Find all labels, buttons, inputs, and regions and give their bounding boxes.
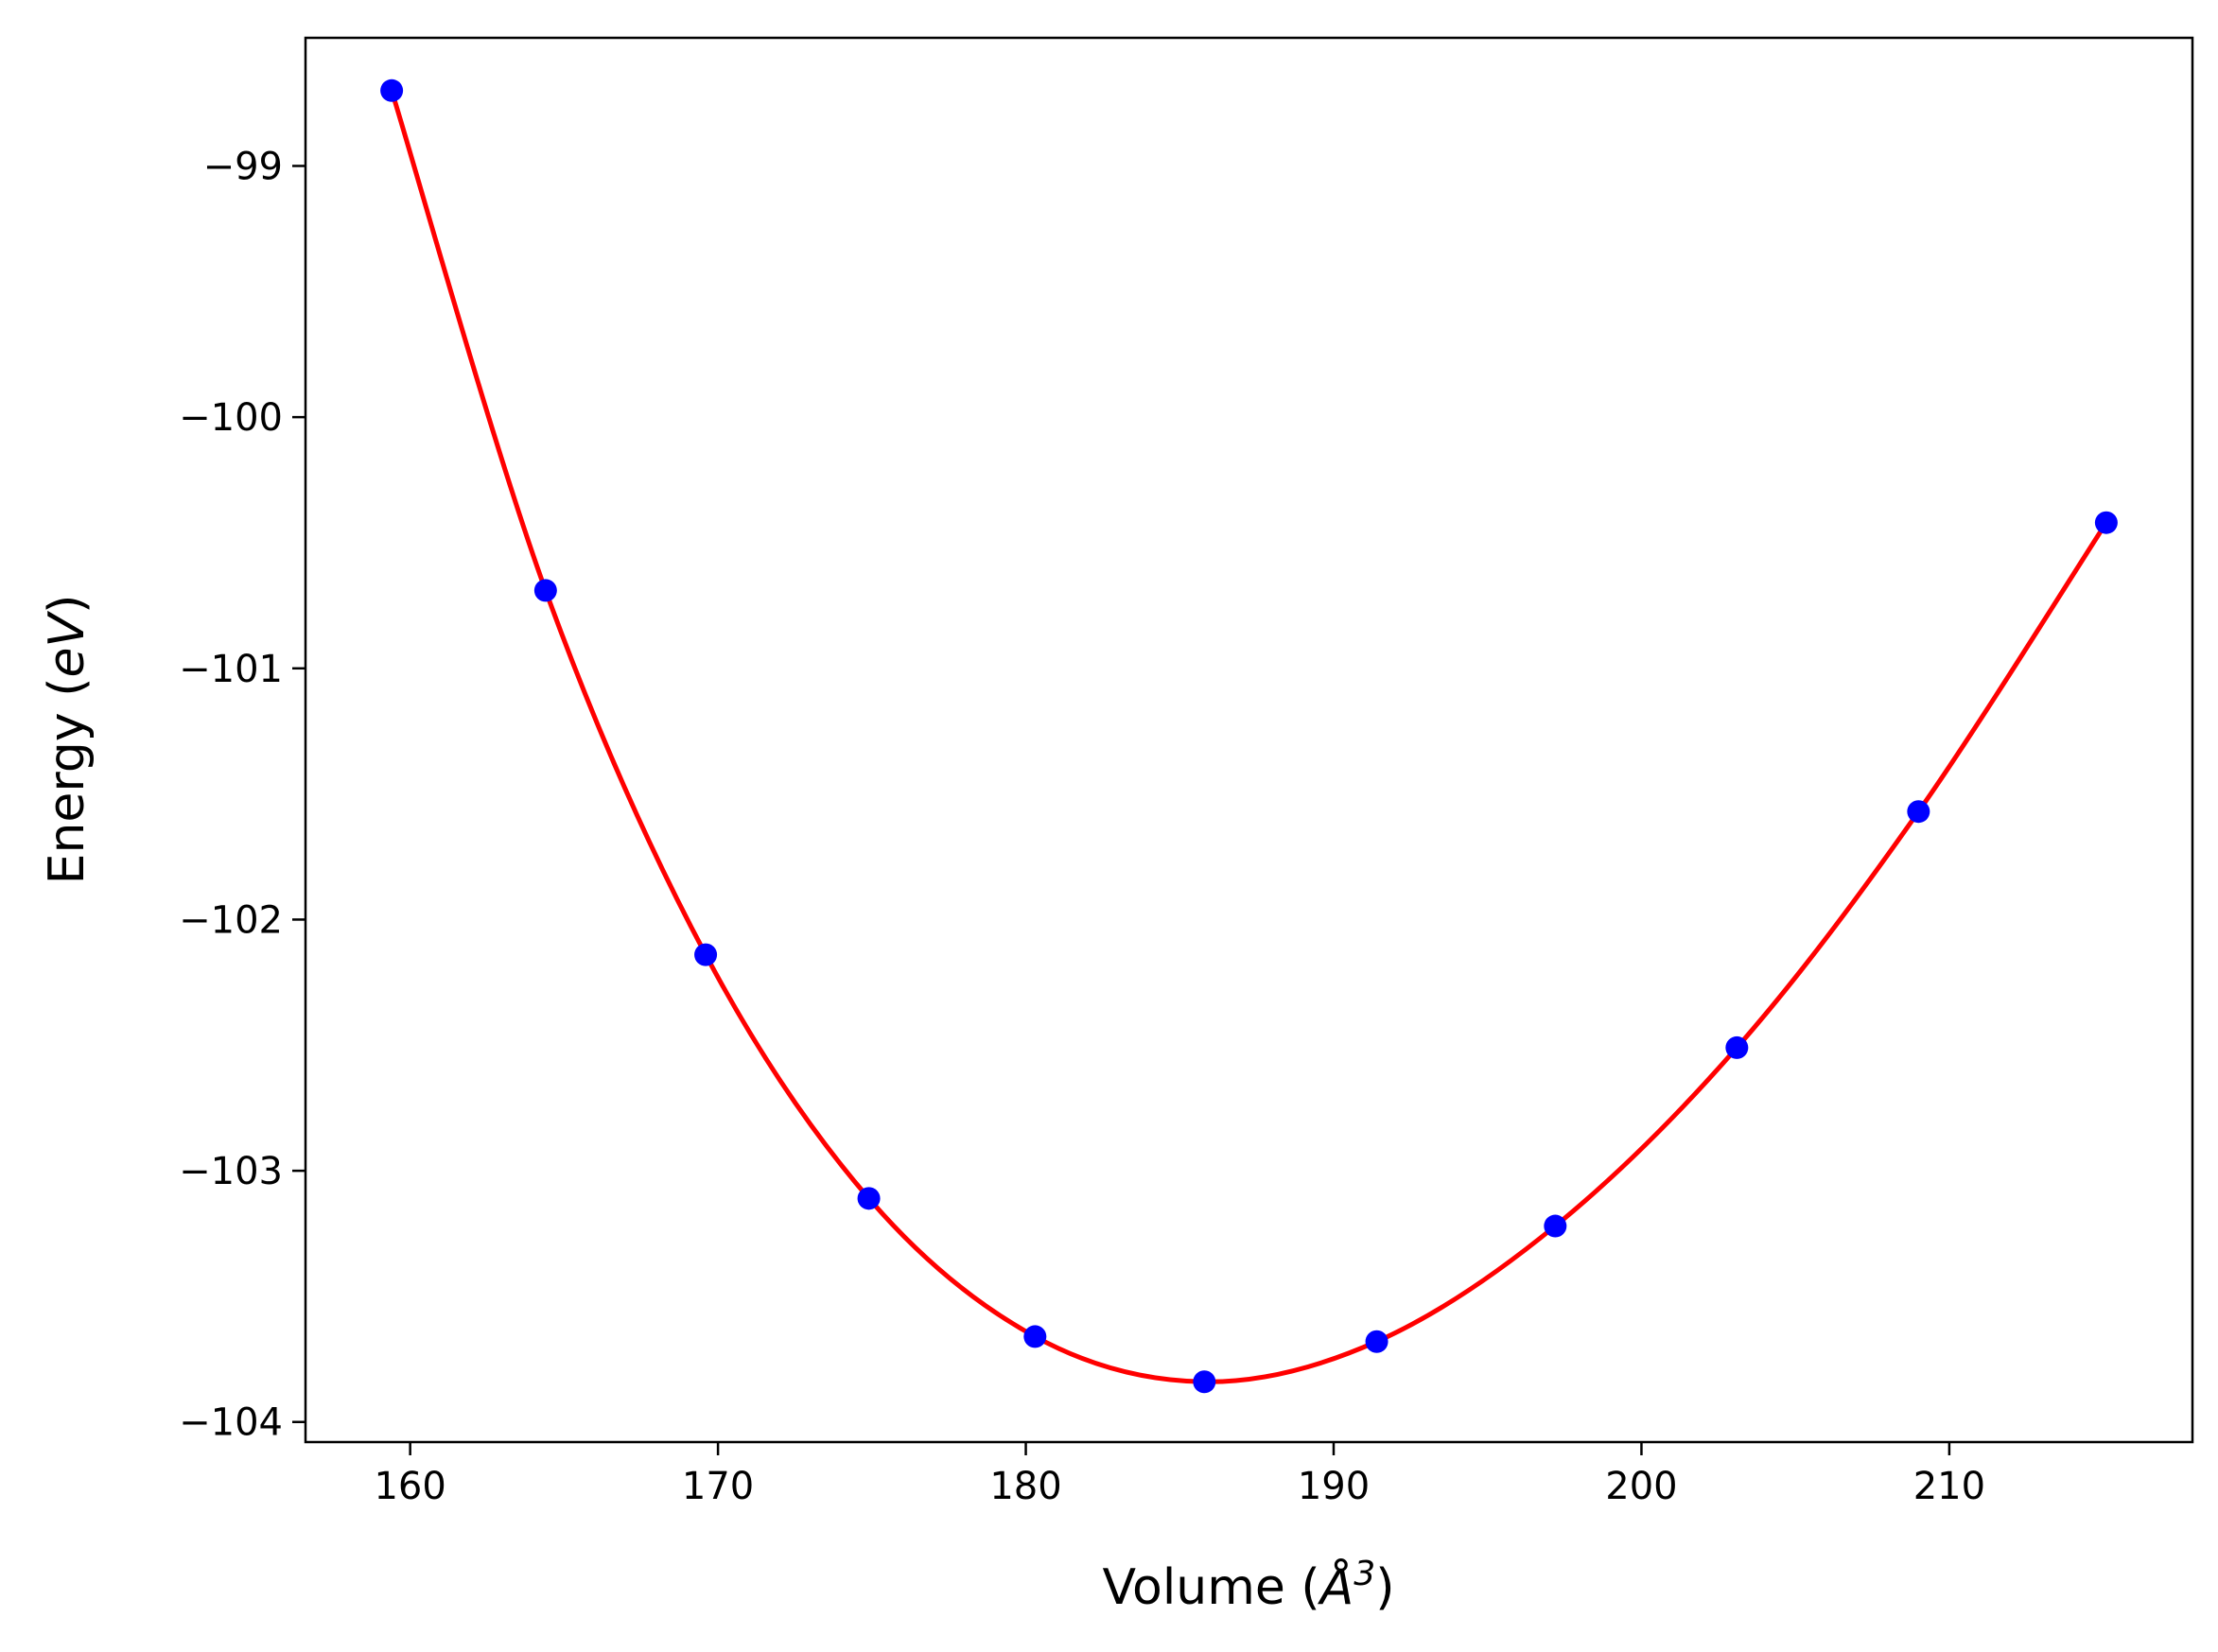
x-tick-label: 160 <box>374 1465 445 1508</box>
data-point <box>1725 1035 1749 1059</box>
data-point <box>1365 1330 1388 1353</box>
y-tick-label: −104 <box>179 1401 283 1445</box>
y-tick-label: −100 <box>179 396 283 440</box>
x-tick-label: 170 <box>682 1465 754 1508</box>
y-axis-ticks: −99 −100 −101 −102 −103 −104 <box>179 145 306 1445</box>
x-tick-label: 210 <box>1913 1465 1985 1508</box>
x-tick-label: 190 <box>1298 1465 1370 1508</box>
y-tick-label: −101 <box>179 648 283 691</box>
data-point <box>1544 1214 1567 1238</box>
x-tick-label: 200 <box>1605 1465 1677 1508</box>
x-axis-label: Volume (Å3) <box>1103 1555 1395 1616</box>
y-tick-label: −99 <box>203 145 283 188</box>
data-point <box>380 78 404 102</box>
plot-frame <box>304 36 2194 1444</box>
y-tick-label: −102 <box>179 898 283 942</box>
data-point <box>2094 511 2118 534</box>
x-tick-label: 180 <box>989 1465 1061 1508</box>
data-point <box>1193 1370 1216 1394</box>
data-point <box>1023 1325 1047 1348</box>
data-point <box>533 579 557 602</box>
fit-curve <box>389 90 2108 1384</box>
data-point <box>694 943 718 966</box>
data-point <box>1907 800 1930 824</box>
y-axis-label: Energy (eV) <box>39 595 96 885</box>
data-points-layer <box>380 78 2118 1394</box>
data-point <box>857 1187 881 1210</box>
x-axis-ticks: 160 170 180 190 200 210 <box>374 1442 1985 1508</box>
y-tick-label: −103 <box>179 1150 283 1193</box>
fit-curve-layer <box>389 90 2108 1384</box>
